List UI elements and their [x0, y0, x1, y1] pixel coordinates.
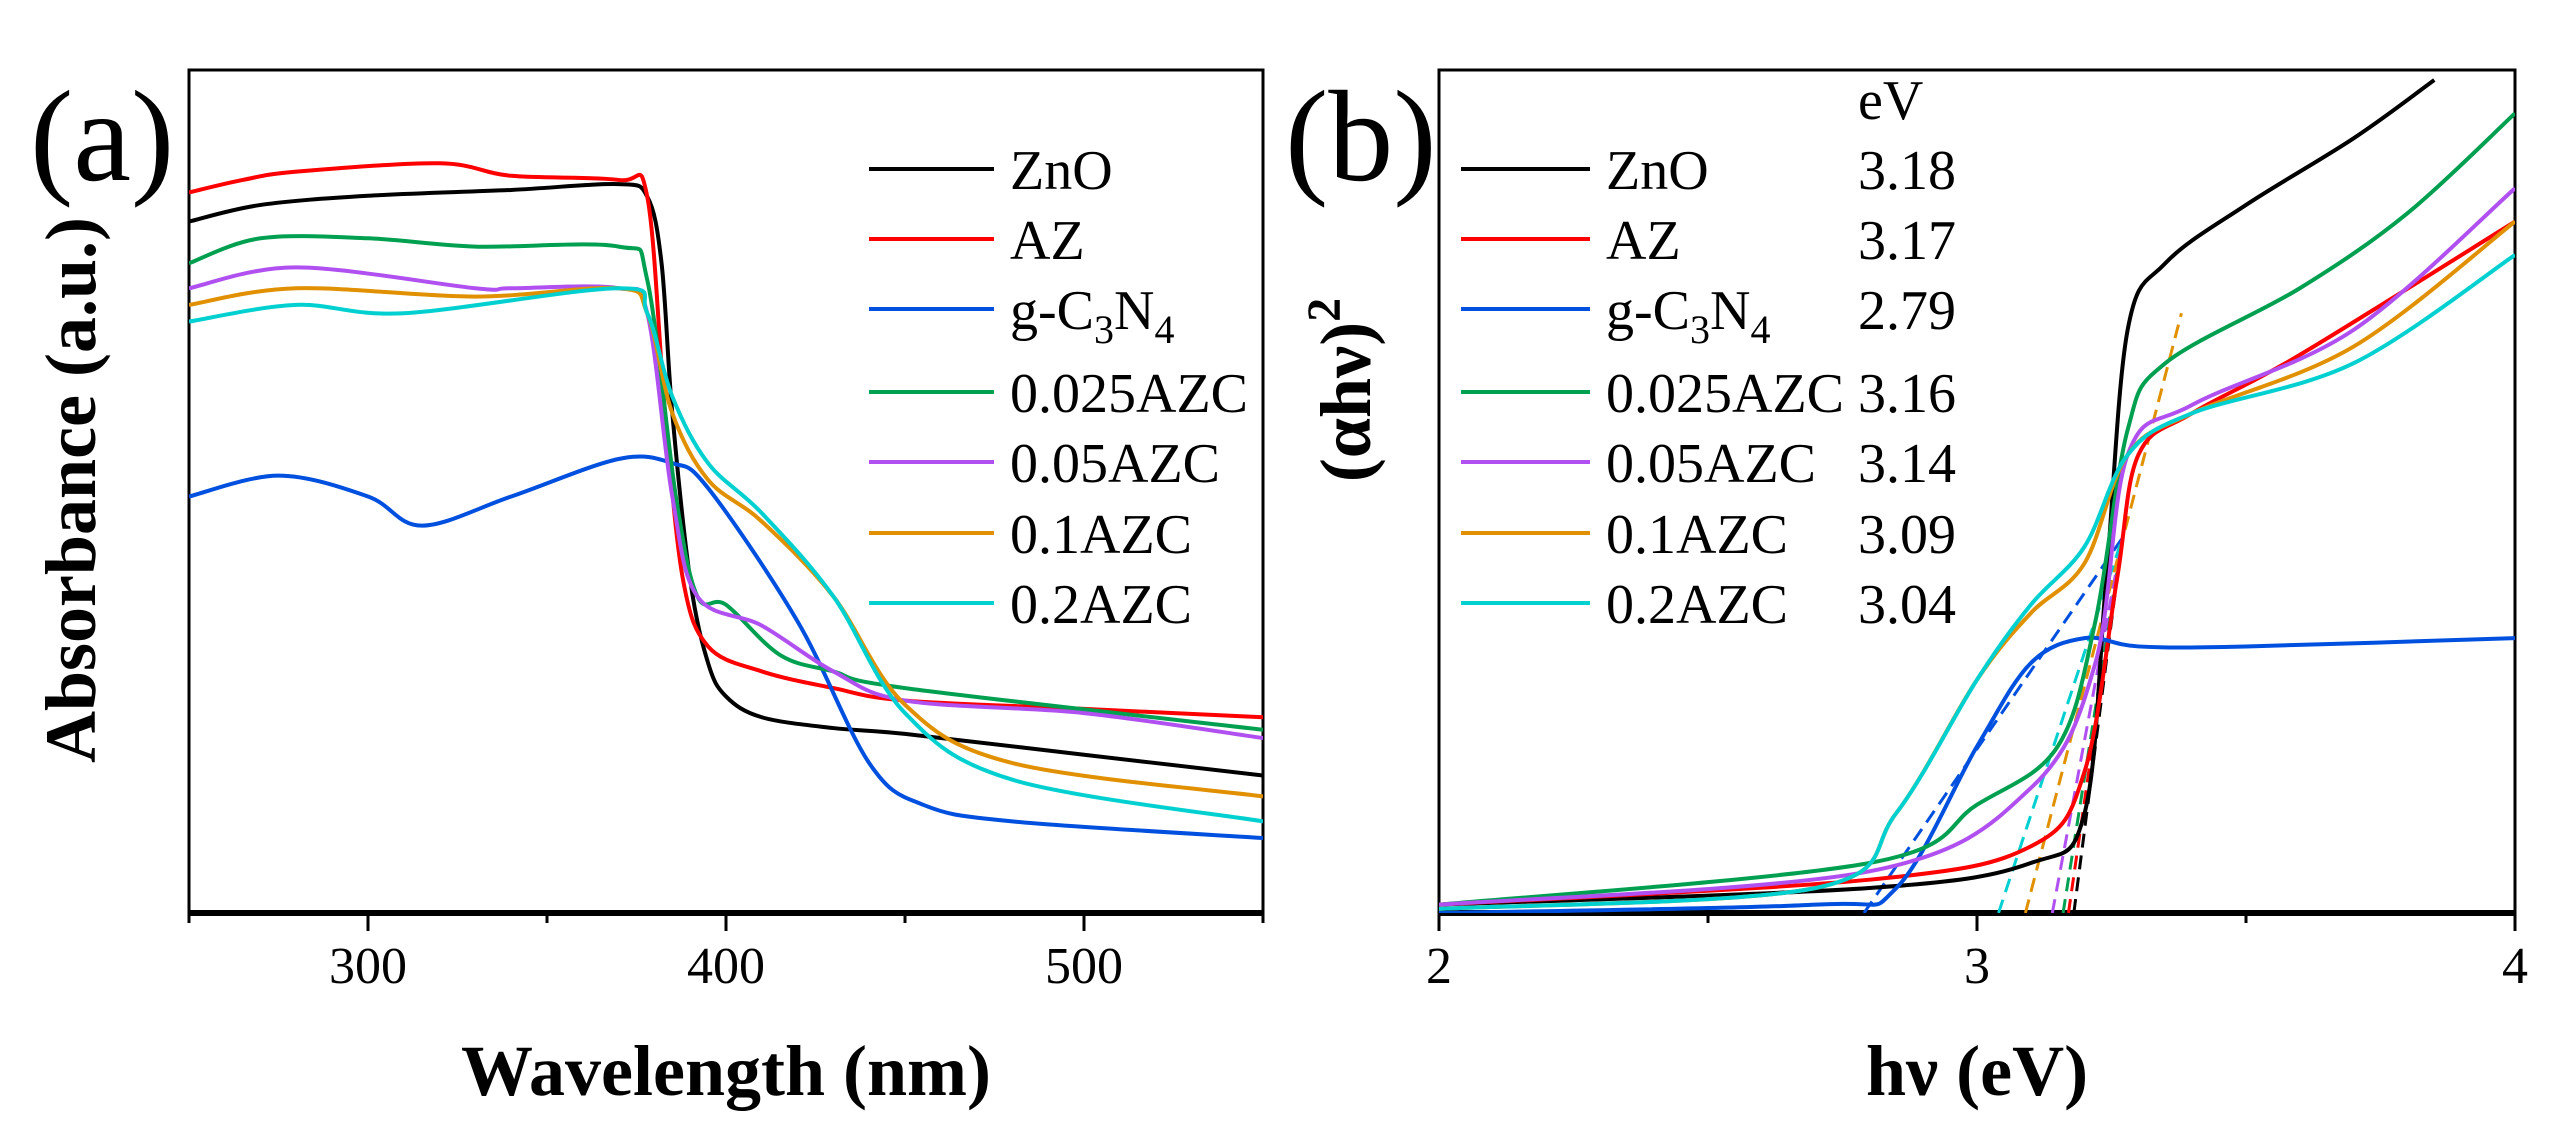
- legend-bandgap-value: 3.16: [1858, 363, 1956, 425]
- legend-bandgap-value: 2.79: [1858, 280, 1956, 342]
- legend-label: ZnO: [1606, 140, 1709, 202]
- legend-entry: ZnO: [869, 140, 1113, 202]
- legend-entry: AZ 3.17: [1461, 210, 1956, 272]
- series-line-ZnO: [1439, 78, 2436, 907]
- y-axis-label-superscript: 2: [1298, 298, 1351, 322]
- legend-label: 0.1AZC: [1010, 504, 1192, 566]
- legend-label: g-C3N4: [1606, 280, 1770, 352]
- legend-bandgap-value: 3.09: [1858, 504, 1956, 566]
- panel-label: (b): [1285, 65, 1437, 209]
- y-axis-label: Absorbance (a.u.): [31, 217, 111, 763]
- legend-entry: 0.05AZC: [869, 433, 1220, 495]
- series-line-0.05AZC: [189, 265, 1263, 741]
- x-tick-label: 3: [1964, 938, 1990, 995]
- y-axis-label-text: Absorbance (a.u.): [31, 217, 111, 763]
- series-line-g-C3N4: [189, 454, 1263, 841]
- legend-bandgap-value: 3.18: [1858, 140, 1956, 202]
- x-tick-label: 4: [2502, 938, 2528, 995]
- legend-entry: 0.2AZC 3.04: [1461, 574, 1956, 636]
- legend-label: g-C3N4: [1010, 280, 1174, 352]
- plot-frame: [1437, 68, 2517, 915]
- series-line-0.05AZC: [1439, 186, 2515, 907]
- legend-entry: 0.025AZC 3.16: [1461, 363, 1956, 425]
- x-tick-label: 400: [687, 938, 765, 995]
- legend-entry: ZnO 3.18: [1461, 140, 1956, 202]
- x-tick-label: 2: [1426, 938, 1452, 995]
- x-tick-label: 300: [329, 938, 407, 995]
- y-axis-label-text: (αhν): [1306, 322, 1386, 482]
- legend-value-header: eV: [1858, 70, 1923, 132]
- legend-label: 0.05AZC: [1606, 433, 1816, 495]
- legend-entry: 0.1AZC 3.09: [1461, 504, 1956, 566]
- legend-label: 0.1AZC: [1606, 504, 1788, 566]
- legend-label: 0.05AZC: [1010, 433, 1220, 495]
- legend-label: AZ: [1606, 210, 1681, 272]
- legend-label: ZnO: [1010, 140, 1113, 202]
- legend-bandgap-value: 3.14: [1858, 433, 1956, 495]
- series-group: [189, 161, 1263, 841]
- series-line-0.2AZC: [1439, 253, 2515, 911]
- legend-label: 0.2AZC: [1010, 574, 1192, 636]
- series-line-g-C3N4: [1439, 635, 2515, 913]
- legend-entry: 0.025AZC: [869, 363, 1248, 425]
- series-line-ZnO: [189, 181, 1263, 778]
- series-line-0.025AZC: [1439, 111, 2515, 907]
- legend-label: AZ: [1010, 210, 1085, 272]
- series-line-0.025AZC: [189, 234, 1263, 732]
- tangent-line-g-C3N4: [1862, 537, 2124, 913]
- legend-label: 0.025AZC: [1606, 363, 1844, 425]
- series-line-AZ: [1439, 219, 2515, 907]
- x-tick-label: 500: [1045, 938, 1123, 995]
- series-line-0.2AZC: [189, 286, 1263, 824]
- x-axis-label: Wavelength (nm): [461, 1031, 991, 1111]
- legend-entry: 0.2AZC: [869, 574, 1192, 636]
- legend-entry: 0.1AZC: [869, 504, 1192, 566]
- legend-entry: 0.05AZC 3.14: [1461, 433, 1956, 495]
- chart-panel-a: 300 400 500 Wavelength (nm) Absorbance (a.u.…: [30, 65, 1265, 1111]
- legend-bandgap-value: 3.17: [1858, 210, 1956, 272]
- panel-label: (a): [30, 65, 174, 209]
- legend-entry: AZ: [869, 210, 1085, 272]
- legend-label: 0.2AZC: [1606, 574, 1788, 636]
- legend-label: 0.025AZC: [1010, 363, 1248, 425]
- tangent-line-0.05AZC: [2050, 537, 2124, 913]
- y-axis-label: (αhν)2: [1298, 298, 1386, 482]
- legend-entry: g-C3N4 2.79: [1461, 280, 1956, 352]
- x-axis-label: hν (eV): [1866, 1031, 2088, 1111]
- series-line-0.1AZC: [189, 285, 1263, 799]
- legend-entry: g-C3N4: [869, 280, 1174, 352]
- series-group: [1439, 78, 2515, 913]
- legend-bandgap-value: 3.04: [1858, 574, 1956, 636]
